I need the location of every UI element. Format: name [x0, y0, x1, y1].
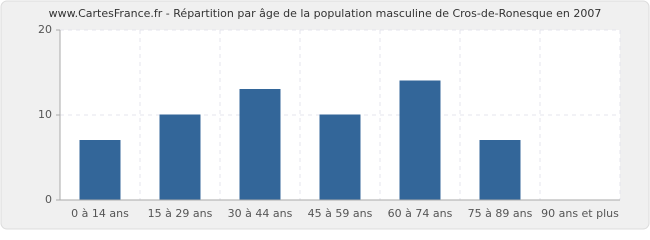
x-tick-label: 15 à 29 ans — [148, 207, 213, 220]
x-tick-label: 45 à 59 ans — [308, 207, 373, 220]
chart: www.CartesFrance.fr - Répartition par âg… — [0, 0, 650, 230]
y-tick-label: 10 — [38, 108, 52, 121]
x-tick-label: 30 à 44 ans — [228, 207, 293, 220]
bar — [79, 140, 121, 201]
bar — [239, 89, 281, 201]
bar — [319, 114, 361, 201]
x-tick-label: 60 à 74 ans — [388, 207, 453, 220]
chart-title: www.CartesFrance.fr - Répartition par âg… — [49, 7, 602, 20]
y-tick-label: 0 — [45, 193, 52, 206]
bar — [479, 140, 521, 201]
x-tick-label: 0 à 14 ans — [71, 207, 129, 220]
bar — [399, 80, 441, 201]
bar — [159, 114, 201, 201]
x-tick-label: 75 à 89 ans — [468, 207, 533, 220]
x-tick-label: 90 ans et plus — [541, 207, 619, 220]
y-tick-label: 20 — [38, 23, 52, 36]
